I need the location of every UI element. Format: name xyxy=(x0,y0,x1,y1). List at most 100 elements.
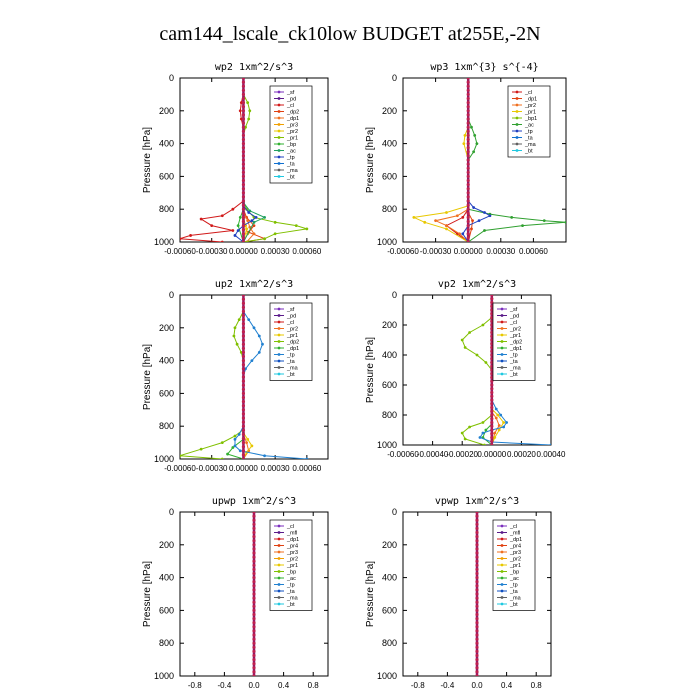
zero-profile-marker xyxy=(241,170,246,174)
zero-profile-marker xyxy=(252,571,256,576)
legend-entry: _pr4 xyxy=(509,544,521,550)
y-axis-label: Pressure [hPa] xyxy=(142,344,153,410)
zero-profile-marker xyxy=(475,658,479,662)
data-point xyxy=(199,447,203,451)
x-tick-label: 0.00000 xyxy=(229,247,258,256)
zero-profile-marker xyxy=(475,641,479,645)
data-point xyxy=(250,359,254,362)
data-point xyxy=(261,342,264,346)
zero-profile-marker xyxy=(241,174,246,178)
x-tick-label: 0.00030 xyxy=(261,247,290,256)
zero-profile-marker xyxy=(252,512,256,514)
zero-profile-marker xyxy=(252,666,256,670)
zero-profile-marker xyxy=(490,297,494,301)
x-tick-label: 0.4 xyxy=(501,681,513,690)
data-point xyxy=(246,101,250,104)
zero-profile-marker xyxy=(252,674,256,676)
zero-profile-marker xyxy=(241,346,246,350)
zero-profile-marker xyxy=(241,191,246,195)
legend-entry: _pr2 xyxy=(286,557,298,563)
zero-profile-marker xyxy=(241,428,246,432)
data-point xyxy=(247,318,251,321)
legend-marker xyxy=(500,372,504,376)
legend-entry: _bt xyxy=(286,602,295,608)
zero-profile-marker xyxy=(466,150,470,154)
y-tick-label: 0 xyxy=(169,507,174,517)
zero-profile-marker xyxy=(490,428,494,432)
chart-title: wp2 1xm^2/s^3 xyxy=(215,62,293,73)
legend-box xyxy=(507,85,551,158)
data-point xyxy=(463,134,467,137)
zero-profile-marker xyxy=(490,334,494,338)
zero-profile-marker xyxy=(490,308,494,312)
zero-profile-marker xyxy=(252,600,256,604)
legend-marker xyxy=(500,583,504,586)
data-point xyxy=(220,457,224,459)
data-point xyxy=(252,326,256,330)
zero-profile-marker xyxy=(252,592,256,596)
data-point xyxy=(233,434,237,438)
x-tick-label: -0.00060 xyxy=(164,247,196,256)
y-tick-label: 200 xyxy=(382,106,397,116)
series-line-pr1 xyxy=(412,78,469,242)
zero-profile-marker xyxy=(475,580,479,584)
zero-profile-marker xyxy=(466,142,470,146)
y-tick-label: 200 xyxy=(382,540,397,550)
zero-profile-marker xyxy=(490,383,494,387)
zero-profile-marker xyxy=(490,424,494,428)
data-point xyxy=(505,421,508,424)
zero-profile-marker xyxy=(241,400,246,404)
legend-entry: _pr1 xyxy=(509,333,521,339)
zero-profile-marker xyxy=(490,338,494,342)
data-point xyxy=(458,232,461,236)
data-point xyxy=(263,454,266,458)
zero-profile-marker xyxy=(466,80,470,84)
zero-profile-marker xyxy=(466,96,470,101)
zero-profile-marker xyxy=(241,326,246,330)
legend-marker xyxy=(500,550,504,554)
legend-marker xyxy=(500,307,504,311)
series-group xyxy=(412,78,566,242)
y-tick-label: 600 xyxy=(382,380,397,390)
data-point xyxy=(238,109,242,113)
chart-title: upwp 1xm^2/s^3 xyxy=(212,496,296,507)
data-point xyxy=(497,428,501,432)
legend-marker xyxy=(277,576,281,580)
legend-entry: _ac xyxy=(286,576,296,582)
zero-profile-marker xyxy=(241,183,246,187)
zero-profile-marker xyxy=(241,215,246,219)
x-tick-label: 0.0 xyxy=(248,681,260,690)
legend-entry: _cl xyxy=(509,320,517,326)
y-tick-label: 800 xyxy=(159,638,174,648)
zero-profile-marker xyxy=(241,129,246,133)
data-point xyxy=(473,134,477,137)
zero-profile-marker xyxy=(475,576,479,580)
y-tick-label: 1000 xyxy=(154,237,174,247)
zero-profile-marker xyxy=(466,105,470,109)
zero-profile-marker xyxy=(466,224,470,228)
data-point xyxy=(245,441,249,444)
legend-marker xyxy=(277,563,281,567)
zero-profile-marker xyxy=(490,420,494,425)
data-point xyxy=(483,443,486,445)
legend-marker xyxy=(500,353,504,356)
plot-frame xyxy=(402,294,552,446)
zero-profile-marker xyxy=(241,203,246,207)
data-point xyxy=(232,334,236,338)
data-point xyxy=(463,346,467,349)
zero-profile-marker xyxy=(490,402,494,406)
data-point xyxy=(254,216,258,219)
legend-entry: _bt xyxy=(524,149,533,155)
legend-entry: _bp xyxy=(509,570,519,576)
zero-profile-marker xyxy=(475,629,479,633)
y-axis-label: Pressure [hPa] xyxy=(365,127,376,193)
zero-profile-marker xyxy=(466,228,470,232)
zero-profile-marker xyxy=(241,236,246,240)
zero-profile-marker xyxy=(252,563,256,567)
zero-profile-marker xyxy=(490,342,494,346)
data-point xyxy=(245,227,249,231)
zero-profile-marker xyxy=(241,457,246,459)
zero-profile-marker xyxy=(466,174,470,178)
legend-entry: _dp2 xyxy=(286,110,299,116)
data-point xyxy=(233,444,237,448)
